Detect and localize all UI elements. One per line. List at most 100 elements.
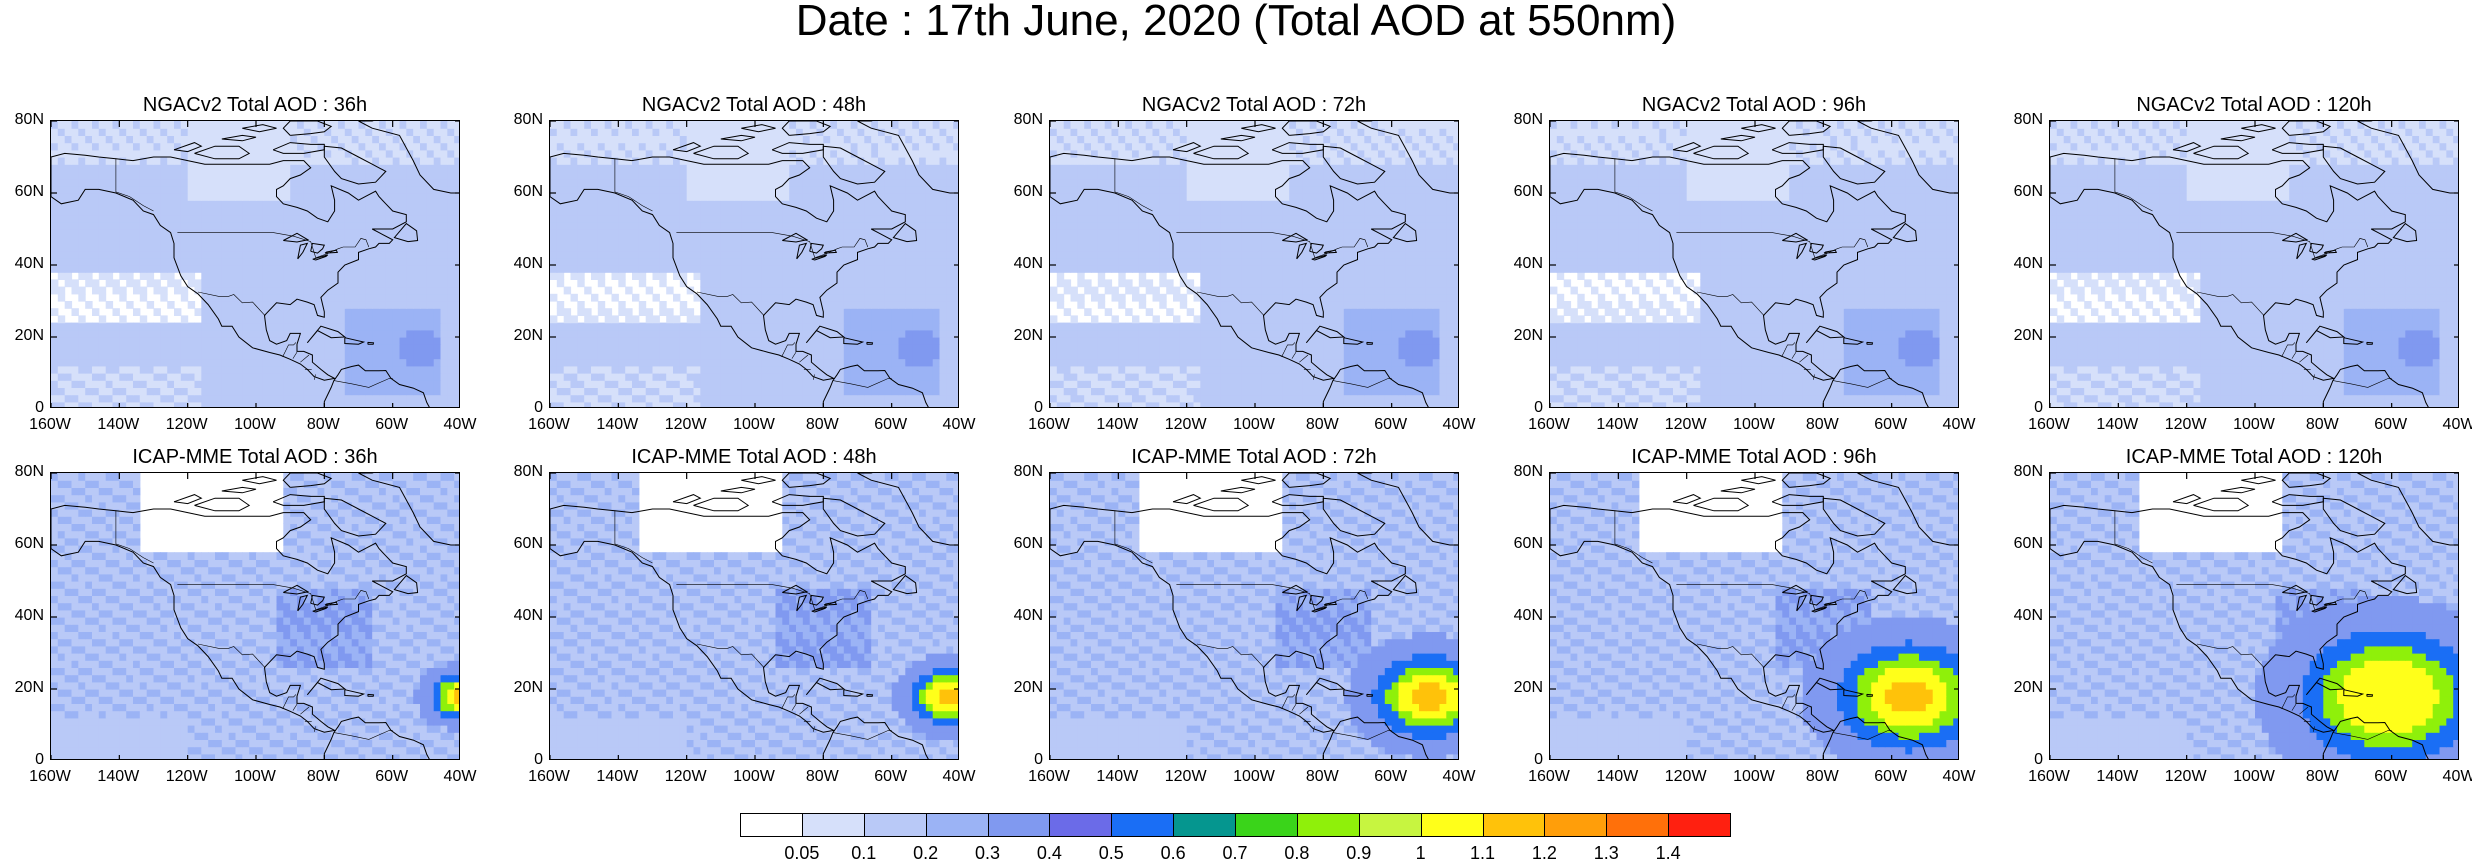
lat-tick-label: 80N [15, 111, 44, 129]
colorbar-label: 0.6 [1161, 843, 1186, 864]
lat-tick-label: 60N [2014, 183, 2043, 201]
lon-tick-label: 160W [1528, 768, 1570, 786]
lon-tick-label: 120W [166, 416, 208, 434]
aod-map-svg [2050, 473, 2459, 760]
aod-map [2049, 120, 2459, 408]
aod-map [549, 472, 959, 760]
lon-tick-label: 100W [1733, 416, 1775, 434]
aod-map-svg [1550, 473, 1959, 760]
lon-tick-label: 140W [97, 768, 139, 786]
lat-tick-label: 0 [2034, 399, 2043, 417]
colorbar-label: 1.1 [1470, 843, 1495, 864]
lon-tick-label: 60W [2374, 416, 2407, 434]
lon-tick-label: 140W [1596, 416, 1638, 434]
lon-tick-label: 120W [1165, 416, 1207, 434]
colorbar-label: 0.05 [784, 843, 819, 864]
panel-title: NGACv2 Total AOD : 72h [1049, 94, 1459, 117]
lon-tick-label: 40W [444, 768, 477, 786]
lon-tick-label: 120W [1665, 416, 1707, 434]
lat-tick-label: 80N [15, 463, 44, 481]
lat-tick-label: 60N [15, 535, 44, 553]
lat-tick-label: 40N [1014, 607, 1043, 625]
lat-tick-label: 20N [2014, 679, 2043, 697]
lon-tick-label: 80W [2306, 768, 2339, 786]
lon-tick-label: 160W [1528, 416, 1570, 434]
aod-map [2049, 472, 2459, 760]
lon-tick-label: 40W [444, 416, 477, 434]
lon-tick-label: 60W [874, 416, 907, 434]
colorbar-swatch [1235, 813, 1298, 837]
figure-title: Date : 17th June, 2020 (Total AOD at 550… [0, 0, 2472, 46]
colorbar-swatch [1359, 813, 1422, 837]
panel-title: NGACv2 Total AOD : 36h [50, 94, 460, 117]
lon-tick-label: 140W [596, 768, 638, 786]
colorbar-label: 1.2 [1532, 843, 1557, 864]
colorbar-swatch [988, 813, 1051, 837]
lon-tick-label: 100W [1233, 416, 1275, 434]
lon-tick-label: 60W [375, 416, 408, 434]
panel-title: ICAP-MME Total AOD : 36h [50, 446, 460, 469]
lat-tick-label: 80N [514, 463, 543, 481]
lon-tick-label: 40W [1943, 416, 1976, 434]
lat-tick-label: 20N [15, 327, 44, 345]
lon-tick-label: 120W [1665, 768, 1707, 786]
lat-tick-label: 20N [1514, 327, 1543, 345]
colorbar-swatch [1483, 813, 1546, 837]
lon-tick-label: 160W [528, 416, 570, 434]
lat-tick-label: 40N [1514, 255, 1543, 273]
lon-tick-label: 140W [1596, 768, 1638, 786]
colorbar-swatch [1111, 813, 1174, 837]
lat-tick-label: 0 [534, 399, 543, 417]
panel-title: NGACv2 Total AOD : 48h [549, 94, 959, 117]
lon-tick-label: 80W [307, 768, 340, 786]
lat-tick-label: 0 [35, 399, 44, 417]
aod-map [549, 120, 959, 408]
lat-tick-label: 80N [1014, 111, 1043, 129]
lon-tick-label: 100W [234, 768, 276, 786]
lat-tick-label: 60N [1014, 183, 1043, 201]
panel-title: ICAP-MME Total AOD : 120h [2049, 446, 2459, 469]
lon-tick-label: 120W [665, 416, 707, 434]
lon-tick-label: 100W [1733, 768, 1775, 786]
aod-map [1049, 472, 1459, 760]
aod-map [50, 472, 460, 760]
lon-tick-label: 160W [29, 416, 71, 434]
aod-map-svg [550, 121, 959, 408]
lat-tick-label: 20N [1014, 327, 1043, 345]
lon-tick-label: 60W [1874, 768, 1907, 786]
lat-tick-label: 20N [514, 327, 543, 345]
aod-map [1549, 120, 1959, 408]
lon-tick-label: 160W [2028, 768, 2070, 786]
lat-tick-label: 80N [1514, 111, 1543, 129]
lat-tick-label: 80N [1514, 463, 1543, 481]
lon-tick-label: 160W [1028, 768, 1070, 786]
aod-map-svg [2050, 121, 2459, 408]
lon-tick-label: 40W [2443, 416, 2472, 434]
lon-tick-label: 40W [943, 768, 976, 786]
lat-tick-label: 20N [1014, 679, 1043, 697]
colorbar-label: 0.2 [913, 843, 938, 864]
colorbar-swatch [864, 813, 927, 837]
colorbar-label: 1 [1416, 843, 1426, 864]
colorbar-swatch [802, 813, 865, 837]
lon-tick-label: 60W [2374, 768, 2407, 786]
colorbar-swatch [1049, 813, 1112, 837]
lon-tick-label: 120W [2165, 768, 2207, 786]
lat-tick-label: 0 [1534, 751, 1543, 769]
colorbar-label: 0.1 [851, 843, 876, 864]
colorbar-swatch [740, 813, 803, 837]
lat-tick-label: 80N [2014, 463, 2043, 481]
colorbar-label: 1.3 [1594, 843, 1619, 864]
aod-map [1049, 120, 1459, 408]
colorbar-label: 0.4 [1037, 843, 1062, 864]
lat-tick-label: 40N [1514, 607, 1543, 625]
lat-tick-label: 60N [514, 535, 543, 553]
lon-tick-label: 60W [1374, 768, 1407, 786]
lon-tick-label: 160W [2028, 416, 2070, 434]
lat-tick-label: 40N [514, 607, 543, 625]
lon-tick-label: 160W [528, 768, 570, 786]
